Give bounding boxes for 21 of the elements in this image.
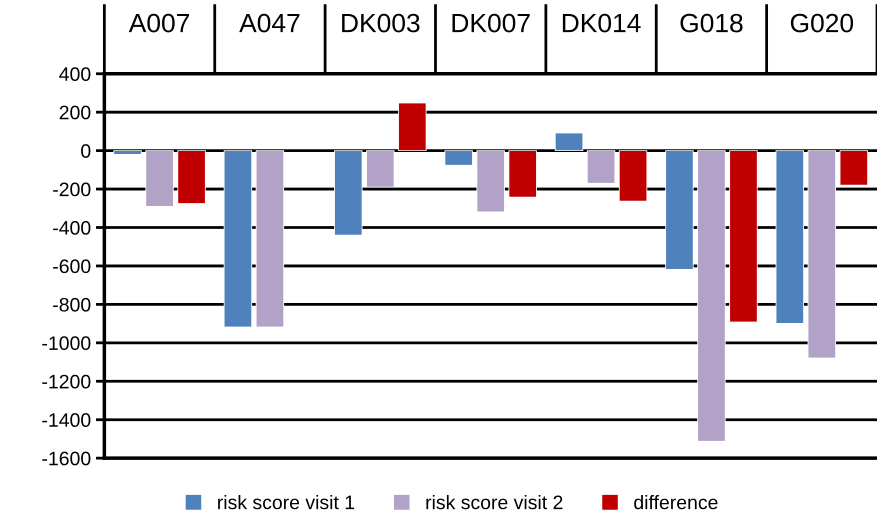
y-tick-label: -800: [53, 298, 90, 312]
legend-label: difference: [634, 494, 718, 510]
y-tick-label: -1600: [42, 452, 90, 466]
y-tick-label: -600: [53, 259, 90, 274]
x-tick-label: A047: [239, 14, 300, 32]
x-tick-label: DK003: [342, 14, 420, 32]
y-tick-label: -1000: [42, 336, 90, 350]
y-tick-label: -1200: [42, 374, 90, 389]
y-tick-label: -400: [53, 220, 90, 235]
y-tick-label: 0: [81, 144, 90, 158]
legend-label: risk score visit 2: [426, 494, 562, 510]
legend-label: risk score visit 1: [218, 494, 354, 510]
y-tick-label: -200: [53, 182, 90, 196]
x-tick-label: G018: [680, 14, 743, 32]
y-tick-label: 400: [59, 67, 90, 81]
x-tick-label: DK014: [562, 14, 641, 32]
x-tick-label: A007: [128, 14, 190, 32]
x-tick-label: G020: [790, 14, 854, 32]
y-tick-label: 200: [60, 106, 90, 120]
x-tick-label: DK007: [452, 14, 530, 32]
y-tick-label: -1400: [42, 413, 90, 427]
